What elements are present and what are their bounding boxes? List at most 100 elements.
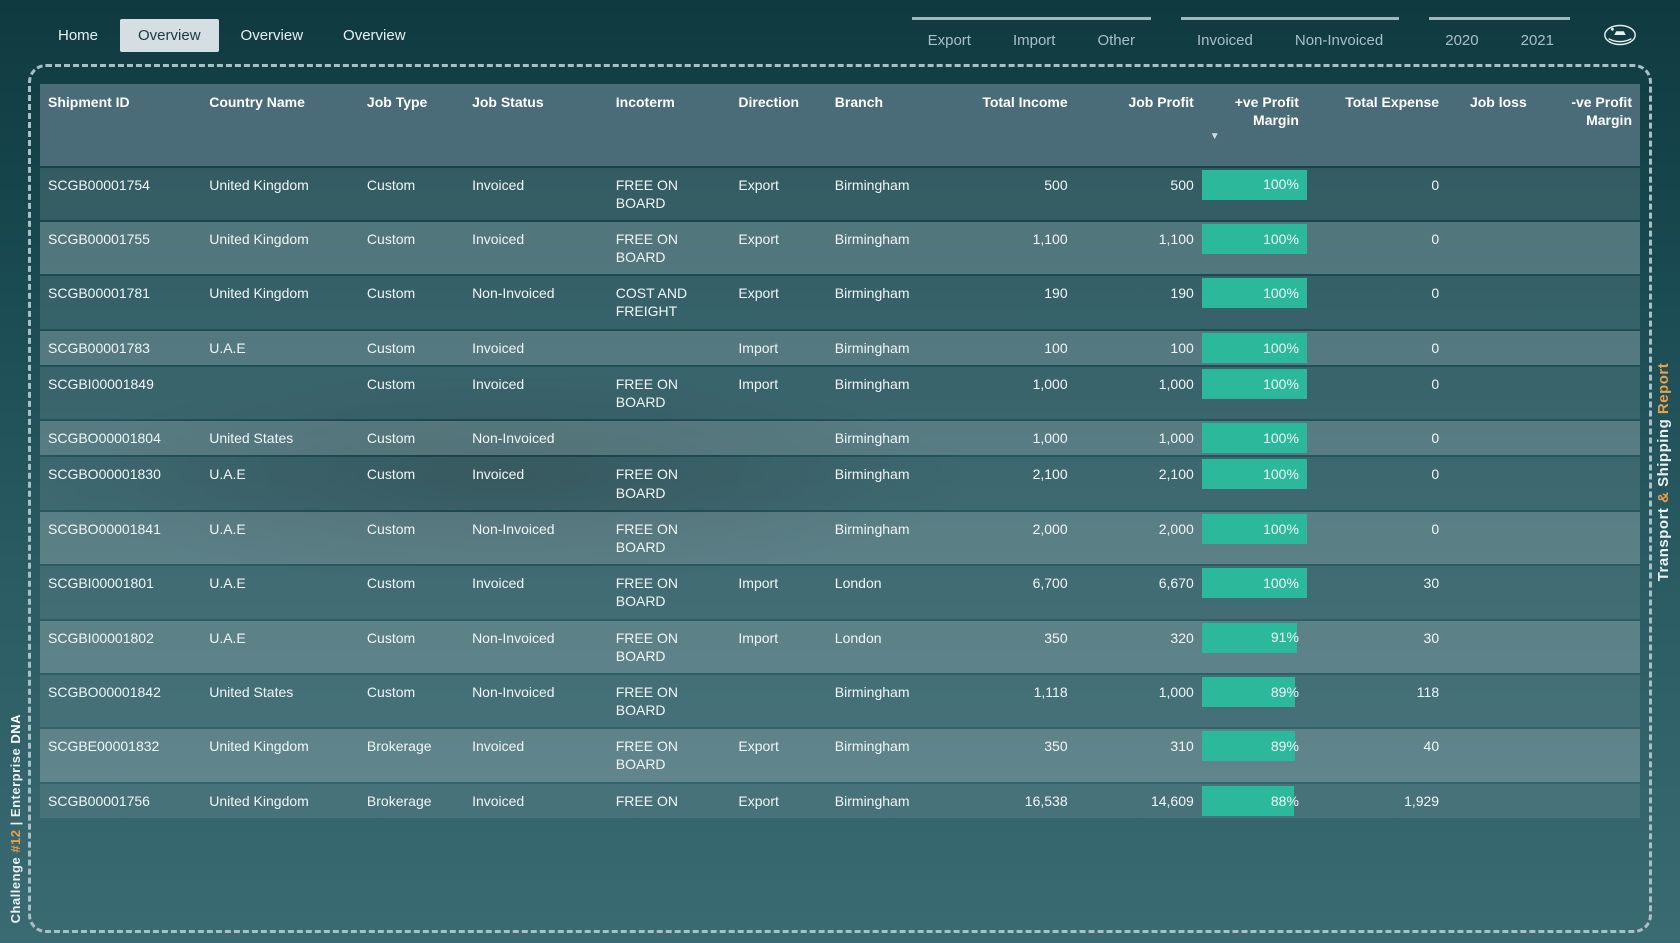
table-row[interactable]: SCGBO00001842United StatesCustomNon-Invo… [40,675,1640,727]
col-header-te[interactable]: Total Expense [1307,84,1447,166]
profit-margin-value: 100% [1263,574,1299,592]
cell-jt: Custom [359,367,464,419]
cell-te: 0 [1307,457,1447,509]
col-header-dir[interactable]: Direction [730,84,826,166]
profit-margin-value: 100% [1263,339,1299,357]
nav-tab-3[interactable]: Overview [325,19,424,52]
cell-js: Invoiced [464,168,608,220]
cell-inc: FREE ON BOARD [608,621,731,673]
col-header-nm[interactable]: -ve Profit Margin [1535,84,1640,166]
cell-jp: 2,000 [1076,512,1202,564]
cell-inc: FREE ON BOARD [608,512,731,564]
table-row[interactable]: SCGB00001754United KingdomCustomInvoiced… [40,168,1640,220]
table-header-row: Shipment IDCountry NameJob TypeJob Statu… [40,84,1640,166]
table-row[interactable]: SCGBE00001832United KingdomBrokerageInvo… [40,729,1640,781]
cell-jl [1447,457,1535,509]
cell-dir: Import [730,566,826,618]
cell-ti: 1,000 [949,421,1075,455]
cell-jp: 1,100 [1076,222,1202,274]
cell-inc [608,331,731,365]
cell-jp: 1,000 [1076,421,1202,455]
cell-inc: FREE ON [608,784,731,818]
col-header-inc[interactable]: Incoterm [608,84,731,166]
col-header-jt[interactable]: Job Type [359,84,464,166]
cell-pm: 100% [1202,457,1307,509]
table-row[interactable]: SCGBI00001801U.A.ECustomInvoicedFREE ON … [40,566,1640,618]
cell-jl [1447,421,1535,455]
cell-jt: Custom [359,222,464,274]
cell-dir [730,457,826,509]
table-row[interactable]: SCGBO00001804United StatesCustomNon-Invo… [40,421,1640,455]
table-row[interactable]: SCGBO00001841U.A.ECustomNon-InvoicedFREE… [40,512,1640,564]
slicer-direction-item-export[interactable]: Export [912,28,987,53]
col-header-br[interactable]: Branch [827,84,950,166]
cell-ctry: U.A.E [201,512,359,564]
profit-margin-value: 100% [1263,375,1299,393]
slicer-year-item-2020[interactable]: 2020 [1429,28,1494,53]
cell-br: Birmingham [827,729,950,781]
table-row[interactable]: SCGBO00001830U.A.ECustomInvoicedFREE ON … [40,457,1640,509]
col-header-pm[interactable]: +ve Profit Margin▼ [1202,84,1307,166]
slicer-year-item-2021[interactable]: 2021 [1505,28,1570,53]
nav-tab-0[interactable]: Home [40,19,116,52]
cell-te: 0 [1307,512,1447,564]
cell-id: SCGBI00001849 [40,367,201,419]
cell-js: Invoiced [464,331,608,365]
sort-indicator-desc-icon: ▼ [1210,131,1299,144]
cell-jt: Custom [359,566,464,618]
col-header-js[interactable]: Job Status [464,84,608,166]
cell-js: Invoiced [464,784,608,818]
cell-te: 0 [1307,421,1447,455]
table-scroll[interactable]: Shipment IDCountry NameJob TypeJob Statu… [40,82,1640,915]
cell-id: SCGBE00001832 [40,729,201,781]
cell-dir: Import [730,621,826,673]
cell-pm: 100% [1202,276,1307,328]
cell-js: Non-Invoiced [464,421,608,455]
table-row[interactable]: SCGBI00001849CustomInvoicedFREE ON BOARD… [40,367,1640,419]
profit-margin-value: 100% [1263,230,1299,248]
cell-id: SCGB00001756 [40,784,201,818]
cell-jl [1447,168,1535,220]
cell-ctry: U.A.E [201,457,359,509]
cell-dir [730,421,826,455]
cell-dir: Import [730,331,826,365]
cell-nm [1535,784,1640,818]
table-row[interactable]: SCGB00001755United KingdomCustomInvoiced… [40,222,1640,274]
cell-dir: Export [730,729,826,781]
cell-js: Non-Invoiced [464,276,608,328]
cell-br: Birmingham [827,784,950,818]
cell-jp: 1,000 [1076,675,1202,727]
cell-id: SCGBO00001842 [40,675,201,727]
col-header-id[interactable]: Shipment ID [40,84,201,166]
col-header-jp[interactable]: Job Profit [1076,84,1202,166]
col-header-ctry[interactable]: Country Name [201,84,359,166]
table-row[interactable]: SCGB00001783U.A.ECustomInvoicedImportBir… [40,331,1640,365]
cell-pm: 100% [1202,421,1307,455]
cell-br: Birmingham [827,168,950,220]
slicer-invoice-item-non-invoiced[interactable]: Non-Invoiced [1279,28,1399,53]
cell-jt: Custom [359,276,464,328]
cell-jt: Custom [359,331,464,365]
cell-ctry: U.A.E [201,566,359,618]
table-row[interactable]: SCGBI00001802U.A.ECustomNon-InvoicedFREE… [40,621,1640,673]
cell-nm [1535,512,1640,564]
cell-jt: Brokerage [359,784,464,818]
cell-br: Birmingham [827,276,950,328]
nav-tab-2[interactable]: Overview [223,19,322,52]
profit-margin-value: 89% [1271,683,1299,701]
cell-id: SCGB00001783 [40,331,201,365]
cell-jl [1447,276,1535,328]
slicer-direction-item-import[interactable]: Import [997,28,1072,53]
cell-ctry: United Kingdom [201,729,359,781]
slicer-direction-item-other[interactable]: Other [1081,28,1151,53]
table-row[interactable]: SCGB00001781United KingdomCustomNon-Invo… [40,276,1640,328]
cell-dir: Import [730,367,826,419]
cell-ti: 100 [949,331,1075,365]
nav-tab-1[interactable]: Overview [120,19,219,52]
table-row[interactable]: SCGB00001756United KingdomBrokerageInvoi… [40,784,1640,818]
col-header-jl[interactable]: Job loss [1447,84,1535,166]
slicer-invoice-item-invoiced[interactable]: Invoiced [1181,28,1269,53]
col-header-ti[interactable]: Total Income [949,84,1075,166]
cell-jp: 190 [1076,276,1202,328]
cell-ctry: United Kingdom [201,276,359,328]
